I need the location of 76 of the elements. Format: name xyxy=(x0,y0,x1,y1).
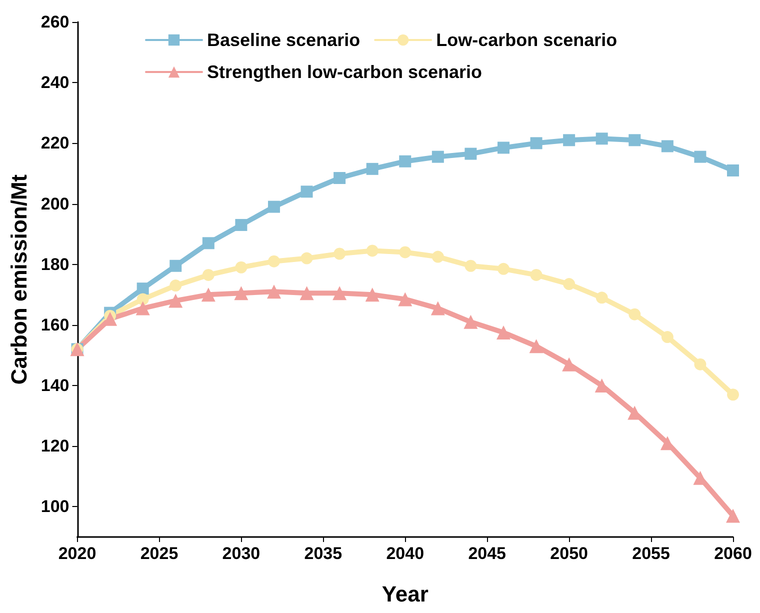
legend-label: Baseline scenario xyxy=(207,30,360,50)
y-tick-label: 180 xyxy=(40,254,70,274)
y-tick-label: 260 xyxy=(40,12,70,32)
x-tick-label: 2030 xyxy=(222,544,260,563)
point xyxy=(136,282,149,295)
point xyxy=(399,246,412,258)
point xyxy=(497,142,510,154)
x-tick-label: 2040 xyxy=(386,544,424,563)
y-tick-label: 140 xyxy=(40,376,70,396)
point xyxy=(694,150,706,163)
point xyxy=(334,172,346,184)
y-axis-title: Carbon emission/Mt xyxy=(6,174,32,385)
y-tick-label: 240 xyxy=(40,73,70,92)
point xyxy=(563,278,576,290)
legend-label: Low-carbon scenario xyxy=(436,30,618,50)
point xyxy=(596,292,608,304)
point xyxy=(530,268,542,281)
point xyxy=(366,244,378,257)
y-tick-label: 200 xyxy=(40,194,70,214)
point xyxy=(300,186,313,198)
x-tick-label: 2020 xyxy=(58,544,96,563)
point xyxy=(661,331,674,344)
x-tick-label: 2045 xyxy=(468,544,506,563)
point xyxy=(201,288,216,302)
point xyxy=(332,286,347,300)
point xyxy=(430,301,445,316)
point xyxy=(529,339,544,354)
x-tick-label: 2060 xyxy=(714,544,752,563)
point xyxy=(365,288,380,302)
point xyxy=(464,260,477,272)
y-tick-label: 120 xyxy=(40,436,70,456)
x-tick-label: 2055 xyxy=(632,544,670,563)
point xyxy=(496,326,510,340)
point xyxy=(432,250,444,263)
point xyxy=(300,252,313,264)
y-tick-label: 100 xyxy=(40,497,70,516)
point xyxy=(266,284,281,299)
x-tick-label: 2050 xyxy=(550,544,588,563)
point xyxy=(170,280,182,292)
point xyxy=(399,155,412,168)
point xyxy=(136,301,150,316)
point xyxy=(694,358,706,370)
y-tick-label: 220 xyxy=(40,134,70,153)
point xyxy=(235,218,248,231)
legend-label: Strengthen low-carbon scenario xyxy=(207,62,482,82)
point xyxy=(168,294,183,308)
point xyxy=(300,286,314,300)
point xyxy=(596,132,608,145)
point xyxy=(727,388,739,401)
point xyxy=(334,248,346,260)
point xyxy=(498,262,510,275)
point xyxy=(170,260,182,272)
point xyxy=(202,237,214,250)
point xyxy=(432,150,444,163)
point xyxy=(398,292,412,306)
x-tick-label: 2035 xyxy=(304,544,342,563)
y-tick-label: 160 xyxy=(40,315,70,334)
point xyxy=(562,357,576,372)
point xyxy=(268,255,280,268)
point xyxy=(727,164,739,176)
point xyxy=(136,293,149,306)
point xyxy=(464,148,477,160)
point xyxy=(202,268,214,281)
point xyxy=(726,508,740,523)
point xyxy=(563,134,576,146)
point xyxy=(530,137,542,150)
x-tick-label: 2025 xyxy=(140,544,178,563)
point xyxy=(268,200,280,213)
point xyxy=(366,162,378,175)
x-axis-title: Year xyxy=(382,582,429,606)
point xyxy=(661,140,674,152)
point xyxy=(234,286,248,300)
point xyxy=(464,314,478,329)
point xyxy=(628,308,641,320)
point xyxy=(628,134,641,146)
point xyxy=(235,261,248,274)
